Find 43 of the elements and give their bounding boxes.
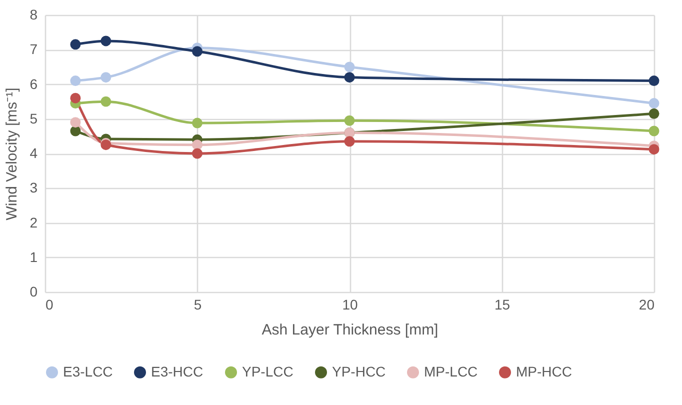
point <box>192 140 202 150</box>
point <box>70 126 81 136</box>
point <box>70 76 81 86</box>
y-axis-title: Wind Velocity [ms⁻¹] <box>4 88 21 220</box>
point <box>192 46 202 57</box>
legend-label: YP-HCC <box>332 363 386 380</box>
point <box>100 36 112 46</box>
y-tick-label: 8 <box>30 6 38 22</box>
y-tick-label: 5 <box>30 110 38 126</box>
point <box>70 117 81 128</box>
point <box>648 76 660 86</box>
y-tick-label: 4 <box>30 145 38 161</box>
point <box>344 115 355 126</box>
y-tick-label: 3 <box>30 180 38 196</box>
y-tick-label: 2 <box>30 214 38 230</box>
legend-label: E3-HCC <box>151 363 204 380</box>
point <box>100 96 112 107</box>
x-tick-label: 20 <box>638 296 655 312</box>
point <box>344 62 355 72</box>
point <box>70 39 81 50</box>
x-tick-label: 15 <box>494 296 510 312</box>
x-tick-label: 5 <box>194 296 202 312</box>
y-tick-label: 7 <box>30 41 38 58</box>
point <box>70 92 81 104</box>
point <box>648 98 660 109</box>
x-tick-label: 0 <box>46 296 54 312</box>
point <box>344 136 355 147</box>
x-tick-label: 10 <box>342 296 358 312</box>
point <box>192 118 202 128</box>
legend-label: E3-LCC <box>63 363 113 380</box>
legend-label: MP-LCC <box>424 363 478 380</box>
point <box>648 108 660 119</box>
point <box>192 148 202 159</box>
legend-label: YP-LCC <box>242 363 294 380</box>
y-tick-label: 1 <box>30 248 38 265</box>
x-axis-title: Ash Layer Thickness [mm] <box>262 322 438 338</box>
point <box>100 72 112 83</box>
point <box>344 72 355 83</box>
point <box>648 144 660 155</box>
legend-label: MP-HCC <box>516 363 572 380</box>
y-tick-label: 0 <box>30 284 38 300</box>
point <box>648 126 660 136</box>
y-tick-label: 6 <box>30 76 38 92</box>
